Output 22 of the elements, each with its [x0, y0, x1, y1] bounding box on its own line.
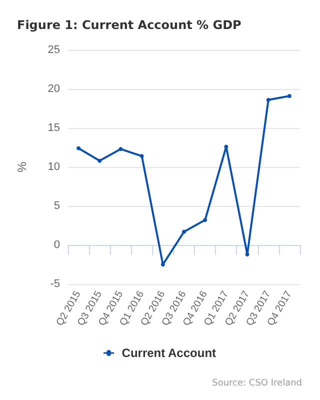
y-tick-label: 10 [48, 161, 60, 173]
y-tick-label: 5 [54, 200, 60, 212]
y-axis-title: % [15, 161, 29, 172]
y-tick-label: -5 [50, 278, 60, 290]
chart-title: Figure 1: Current Account % GDP [17, 18, 242, 32]
point [118, 147, 123, 152]
point [266, 98, 270, 102]
source-note: Source: CSO Ireland [212, 378, 302, 388]
point [182, 230, 186, 234]
point [203, 218, 208, 222]
point [98, 158, 102, 163]
point [245, 252, 250, 256]
point [224, 144, 228, 149]
y-tick-label: 15 [48, 122, 60, 134]
point [287, 94, 292, 98]
point [140, 154, 144, 158]
y-tick-label: 0 [54, 239, 60, 251]
point [160, 262, 165, 266]
legend-label: Current Account [122, 346, 216, 360]
point [76, 146, 81, 150]
y-tick-label: 20 [48, 83, 60, 95]
y-tick-label: 25 [48, 44, 60, 56]
